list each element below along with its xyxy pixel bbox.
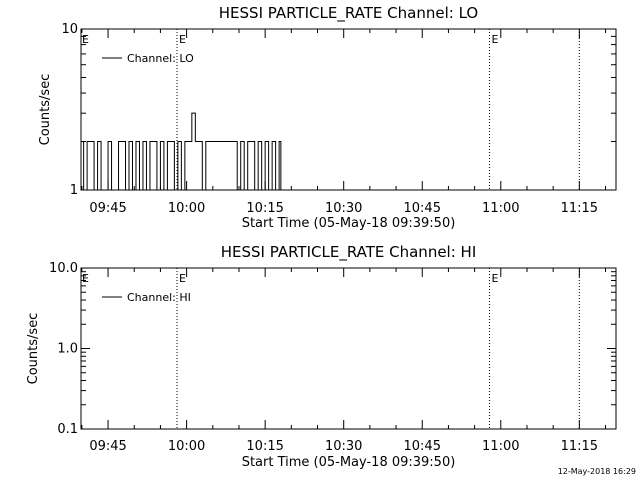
x-tick-label: 11:15 [561, 201, 598, 216]
series-line-1 [81, 112, 282, 191]
x-tick-label: 09:45 [89, 439, 126, 454]
legend-entry: Channel: LO [127, 52, 194, 65]
x-tick-label: 10:15 [246, 201, 283, 216]
edge-event-marker: E [82, 33, 89, 46]
event-marker: E [179, 33, 186, 46]
panel-lo: HESSI PARTICLE_RATE Channel: LO 09:45 10:0… [38, 4, 617, 231]
event-marker: E [179, 272, 186, 285]
y-tick-label: 0.1 [57, 422, 78, 437]
event-marker: E [491, 272, 498, 285]
y-axis-label: Counts/sec [26, 313, 41, 385]
y-tick-label: 10.0 [49, 261, 78, 276]
y-tick-label: 10 [61, 22, 78, 37]
x-tick-label: 11:15 [561, 439, 598, 454]
panel-hi: HESSI PARTICLE_RATE Channel: HI 09:45 10:0… [26, 243, 617, 470]
x-tick-label: 11:00 [482, 439, 519, 454]
x-tick-label: 11:00 [482, 201, 519, 216]
x-tick-label: 09:45 [89, 201, 126, 216]
chart-title: HESSI PARTICLE_RATE Channel: HI [221, 243, 477, 262]
chart-title: HESSI PARTICLE_RATE Channel: LO [219, 4, 478, 23]
x-axis-label: Start Time (05-May-18 09:39:50) [242, 216, 456, 231]
x-axis-label: Start Time (05-May-18 09:39:50) [242, 455, 456, 470]
x-tick-label: 10:45 [404, 439, 441, 454]
y-tick-label: 1.0 [57, 342, 78, 357]
x-tick-label: 10:00 [168, 201, 205, 216]
y-axis-label: Counts/sec [38, 74, 53, 146]
x-tick-label: 10:30 [325, 201, 362, 216]
edge-event-marker: E [82, 272, 89, 285]
x-tick-label: 10:30 [325, 439, 362, 454]
x-tick-label: 10:45 [404, 201, 441, 216]
plot-frame [80, 28, 617, 191]
footer-timestamp: 12-May-2018 16:29 [558, 467, 636, 476]
x-tick-label: 10:00 [168, 439, 205, 454]
y-tick-label: 1 [70, 183, 78, 198]
event-marker: E [491, 33, 498, 46]
legend-entry: Channel: HI [127, 291, 191, 304]
x-tick-label: 10:15 [246, 439, 283, 454]
